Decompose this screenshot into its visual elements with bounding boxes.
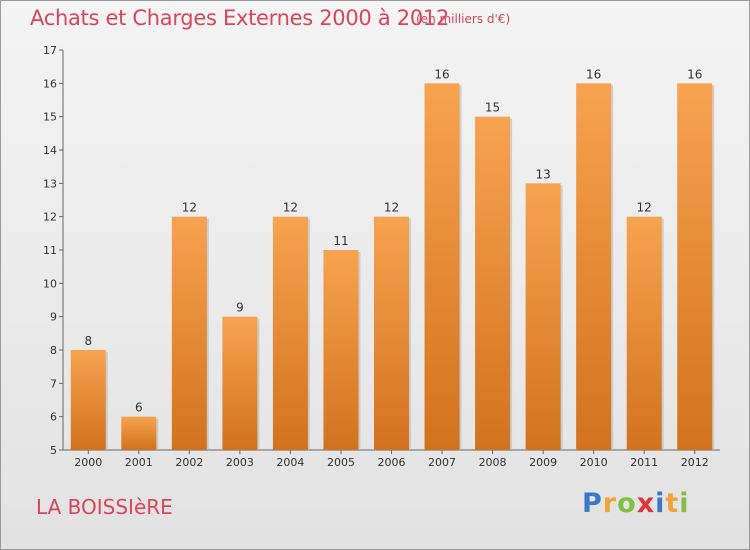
data-label: 9 (236, 301, 244, 315)
logo-letter: t (665, 488, 680, 519)
y-tick-label: 6 (50, 411, 57, 424)
bar (626, 216, 662, 450)
y-tick-label: 11 (43, 244, 57, 257)
x-tick-label: 2004 (276, 456, 304, 469)
bar (576, 83, 612, 450)
commune-name: LA BOISSIèRE (36, 495, 173, 519)
y-tick-label: 9 (50, 311, 57, 324)
y-tick-label: 8 (50, 344, 57, 357)
data-label: 8 (84, 334, 92, 348)
bar (424, 83, 460, 450)
data-label: 11 (333, 234, 348, 248)
y-tick-label: 7 (50, 377, 57, 390)
proxiti-logo[interactable]: Proxiti (582, 488, 690, 519)
bar (222, 316, 258, 450)
logo-letter: r (602, 488, 618, 519)
bar (171, 216, 207, 450)
logo-letter: i (679, 488, 690, 519)
bar (374, 216, 409, 450)
bar (272, 216, 308, 450)
y-tick-label: 15 (43, 111, 57, 124)
data-label: 16 (434, 67, 449, 81)
y-tick-label: 5 (50, 444, 57, 457)
logo-letter: o (617, 488, 637, 519)
bar (323, 250, 359, 450)
y-tick-label: 14 (43, 144, 57, 157)
chart-title: Achats et Charges Externes 2000 à 2012 (30, 6, 450, 30)
x-tick-label: 2007 (428, 456, 456, 469)
data-label: 12 (384, 201, 399, 215)
bar (121, 416, 157, 450)
x-tick-label: 2002 (175, 456, 203, 469)
x-tick-label: 2008 (479, 456, 507, 469)
bar (70, 350, 106, 450)
x-tick-label: 2003 (226, 456, 254, 469)
bar (475, 116, 511, 451)
data-label: 13 (535, 167, 550, 181)
data-label: 15 (485, 101, 500, 115)
logo-letter: P (582, 488, 603, 519)
data-label: 16 (586, 67, 601, 81)
y-tick-label: 17 (43, 44, 57, 57)
x-tick-label: 2012 (681, 456, 709, 469)
data-label: 12 (283, 201, 298, 215)
y-tick-label: 10 (43, 277, 57, 290)
bar (677, 83, 713, 450)
data-label: 12 (182, 201, 197, 215)
chart-subtitle: (en milliers d'€) (416, 12, 511, 26)
x-tick-label: 2011 (630, 456, 658, 469)
data-label: 16 (687, 67, 702, 81)
bar (525, 183, 561, 451)
logo-letter: i (655, 488, 666, 519)
y-tick-label: 13 (43, 177, 57, 190)
x-tick-label: 2009 (529, 456, 557, 469)
x-tick-label: 2000 (74, 456, 102, 469)
data-label: 6 (135, 401, 143, 415)
y-tick-label: 12 (43, 211, 57, 224)
logo-letter: x (636, 488, 656, 519)
data-label: 12 (637, 201, 652, 215)
x-tick-label: 2010 (580, 456, 608, 469)
y-tick-label: 16 (43, 77, 57, 90)
x-tick-label: 2005 (327, 456, 355, 469)
x-tick-label: 2006 (378, 456, 406, 469)
x-tick-label: 2001 (125, 456, 153, 469)
